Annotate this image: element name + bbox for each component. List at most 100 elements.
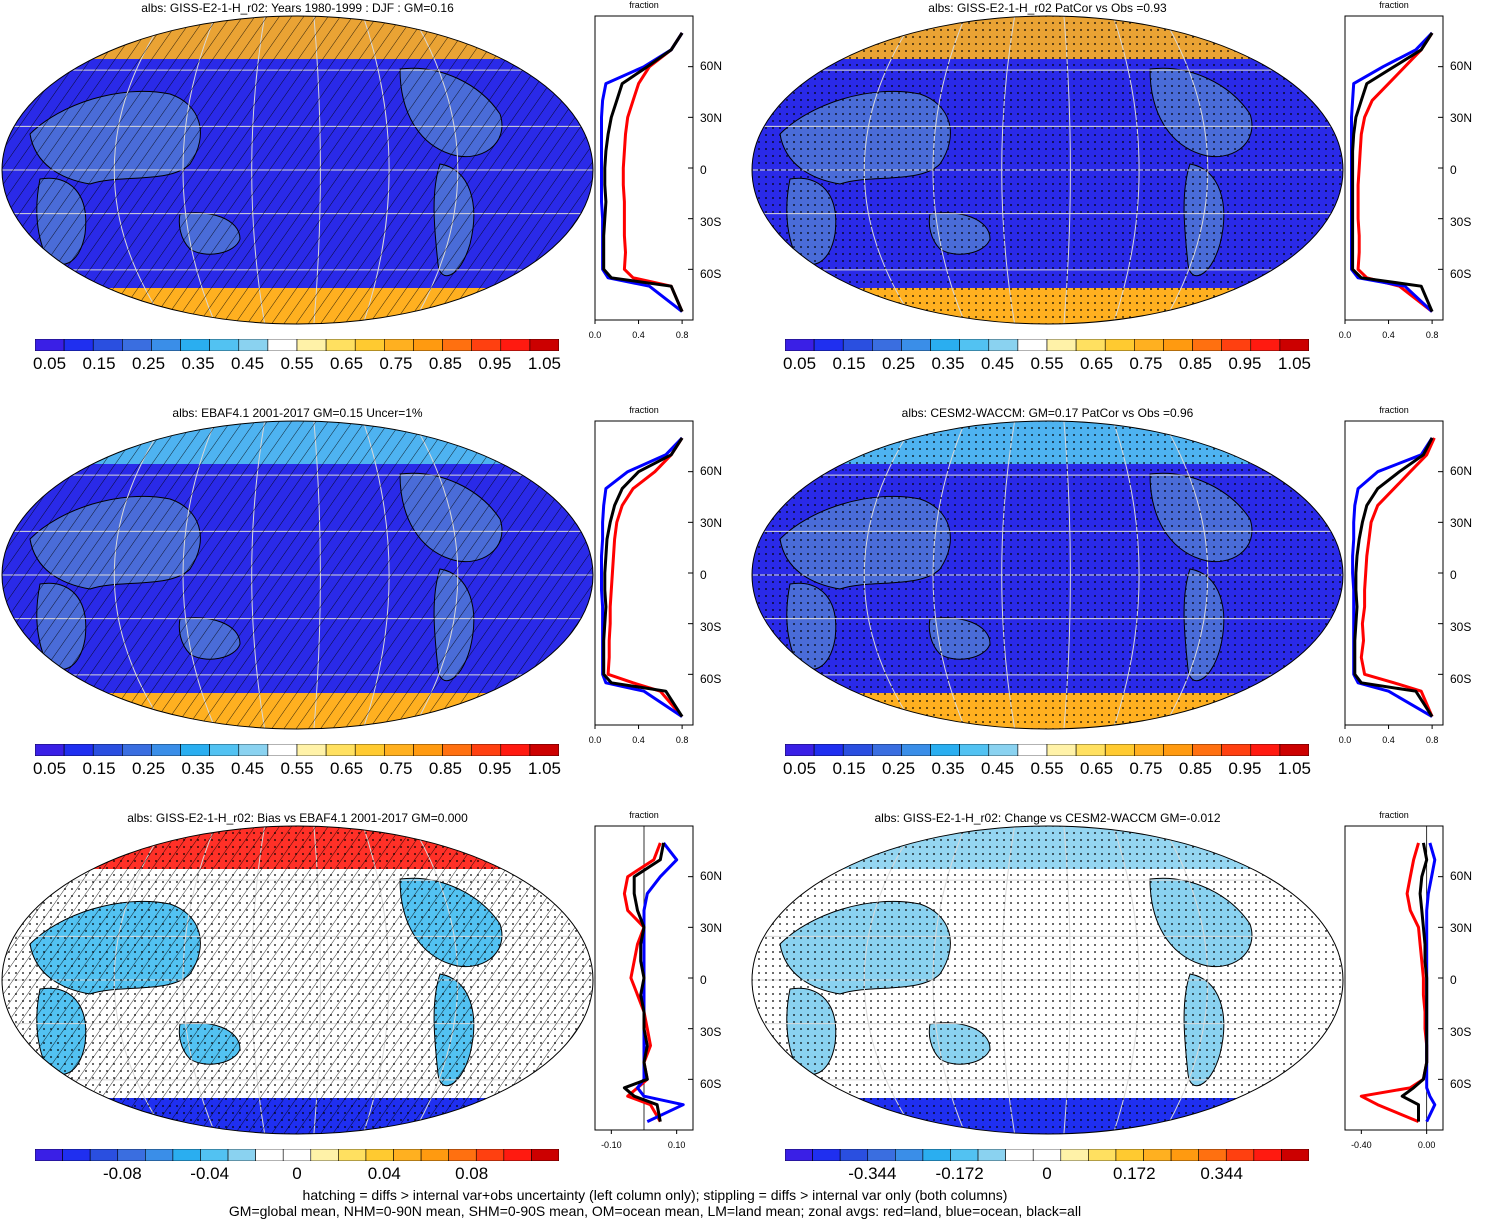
map-border — [1, 420, 594, 730]
zonal-line-land — [621, 32, 684, 313]
map-border — [1, 825, 594, 1135]
colorbar-swatch — [180, 339, 210, 351]
colorbar-swatch — [200, 1149, 229, 1161]
colorbar-swatch — [842, 339, 873, 351]
zonal-line-all — [602, 437, 684, 718]
colorbar-swatch — [1221, 744, 1252, 756]
colorbar-tick-label: 0.45 — [230, 759, 265, 778]
colorbar-tick-label: 0.05 — [783, 759, 817, 778]
colorbar-tick-label: 0.05 — [33, 354, 67, 373]
colorbar-swatch — [1281, 1149, 1309, 1161]
footer-note-2: GM=global mean, NHM=0-90N mean, SHM=0-90… — [228, 1203, 1082, 1219]
map-title: albs: CESM2-WACCM: GM=0.17 PatCor vs Obs… — [901, 406, 1194, 420]
lat-tick-label: 30N — [700, 111, 723, 125]
map-field — [752, 421, 1343, 729]
colorbar-swatch — [930, 339, 960, 351]
colorbar-tick-label: 0.15 — [832, 759, 866, 778]
lat-axis-labels: 60N 30N 0 30S 60S — [1447, 0, 1485, 330]
colorbar-swatch — [448, 1149, 477, 1161]
colorbar-swatch — [842, 744, 873, 756]
colorbar-swatch — [1060, 1149, 1089, 1161]
colorbar-swatch — [172, 1149, 201, 1161]
colorbar-swatch — [255, 1149, 284, 1161]
zonal-line-all — [622, 842, 666, 1122]
colorbar-swatch — [1250, 339, 1281, 351]
lat-axis-labels: 60N 30N 0 30S 60S — [1447, 405, 1485, 735]
x-tick-label: 0.00 — [1418, 1140, 1436, 1150]
colorbar-swatch — [1143, 1149, 1172, 1161]
colorbar-swatch — [238, 744, 269, 756]
colorbar-swatch — [959, 339, 990, 351]
colorbar-tick-label: 0.45 — [230, 354, 265, 373]
x-tick-label: 0.0 — [1339, 330, 1352, 340]
colorbar-tick-label: 0.55 — [1030, 759, 1064, 778]
colorbar-labels: 0.05 0.15 0.25 0.35 0.45 0.55 0.65 0.75 0.85 0.95… — [783, 354, 1311, 376]
colorbar-swatch — [1192, 744, 1222, 756]
colorbar-tick-label: 0.65 — [329, 354, 364, 373]
colorbar-tick-label: 1.05 — [1277, 759, 1311, 778]
colorbar-tick-label: 0.75 — [1129, 354, 1163, 373]
colorbar-swatch — [325, 744, 356, 756]
colorbar-swatch — [977, 1149, 1006, 1161]
colorbar-tick-label: 0.05 — [783, 354, 817, 373]
map-ebaf — [1, 420, 594, 730]
colorbar-tick-label: 0.85 — [428, 354, 462, 373]
zonal-line-all — [1353, 437, 1434, 718]
colorbar-tick-label: 0.65 — [329, 759, 364, 778]
colorbar-swatch — [813, 744, 844, 756]
colorbar-swatch — [384, 744, 414, 756]
colorbar-swatch — [35, 1149, 63, 1161]
colorbar-swatch — [1192, 339, 1222, 351]
map-title: albs: GISS-E2-1-H_r02 PatCor vs Obs =0.9… — [928, 1, 1167, 15]
colorbar-tick-label: 0.15 — [82, 759, 116, 778]
colorbar-swatch — [1198, 1149, 1227, 1161]
map-border — [751, 15, 1344, 325]
map-title: albs: GISS-E2-1-H_r02: Change vs CESM2-W… — [874, 811, 1221, 825]
zonal-mean-plot: fraction 0.0 0.4 0.8 — [589, 405, 694, 745]
colorbar-tick-label: 0.25 — [131, 354, 166, 373]
lat-tick-label: 0 — [700, 973, 707, 987]
lat-axis-labels: 60N 30N 0 30S 60S — [1447, 810, 1485, 1140]
colorbar-swatch — [267, 339, 298, 351]
x-tick-label: -0.10 — [601, 1140, 622, 1150]
colorbar-swatch — [785, 1149, 813, 1161]
colorbar-swatch — [839, 1149, 869, 1161]
lat-tick-label: 0 — [1450, 568, 1457, 582]
lat-tick-label: 30S — [700, 620, 722, 634]
colorbar-swatch — [529, 339, 559, 351]
colorbar-swatch — [35, 339, 65, 351]
colorbar-tick-label: 1.05 — [527, 354, 561, 373]
colorbar-tick-label: -0.04 — [190, 1164, 230, 1183]
colorbar-swatch — [238, 339, 269, 351]
lat-tick-label: 30S — [700, 215, 722, 229]
lat-tick-label: 60S — [1450, 672, 1472, 686]
map-field — [2, 826, 593, 1134]
colorbar-tick-label: 0.45 — [980, 759, 1015, 778]
map-giss-climatology — [1, 15, 594, 325]
colorbar-swatch — [310, 1149, 339, 1161]
colorbar-swatch — [92, 339, 123, 351]
colorbar-swatch — [1163, 339, 1193, 351]
zonal-title: fraction — [1379, 405, 1409, 415]
colorbar-swatch — [1088, 1149, 1117, 1161]
colorbar-tick-label: 0.95 — [1228, 759, 1262, 778]
colorbar-swatch — [1225, 1149, 1255, 1161]
lat-tick-label: 60N — [1450, 464, 1473, 478]
colorbar — [35, 744, 559, 756]
colorbar-tick-label: 0.95 — [478, 354, 512, 373]
colorbar-swatch — [930, 744, 960, 756]
colorbar-swatch — [354, 339, 385, 351]
zonal-line-land — [1359, 437, 1436, 718]
map-field — [752, 826, 1343, 1134]
colorbar-swatch — [901, 744, 931, 756]
colorbar-tick-label: 0.85 — [1178, 354, 1212, 373]
x-tick-label: 0.4 — [1382, 330, 1395, 340]
colorbar-tick-label: 0.25 — [131, 759, 166, 778]
colorbar-tick-label: 0.55 — [280, 759, 314, 778]
colorbar-tick-label: 1.05 — [1277, 354, 1311, 373]
colorbar-swatch — [1115, 1149, 1144, 1161]
zonal-mean-plot: fraction -0.40 0.00 — [1344, 810, 1444, 1150]
stippling-overlay — [752, 421, 1343, 729]
zonal-mean-plot: fraction 0.0 0.4 0.8 — [1339, 0, 1444, 340]
colorbar-swatch — [151, 339, 181, 351]
